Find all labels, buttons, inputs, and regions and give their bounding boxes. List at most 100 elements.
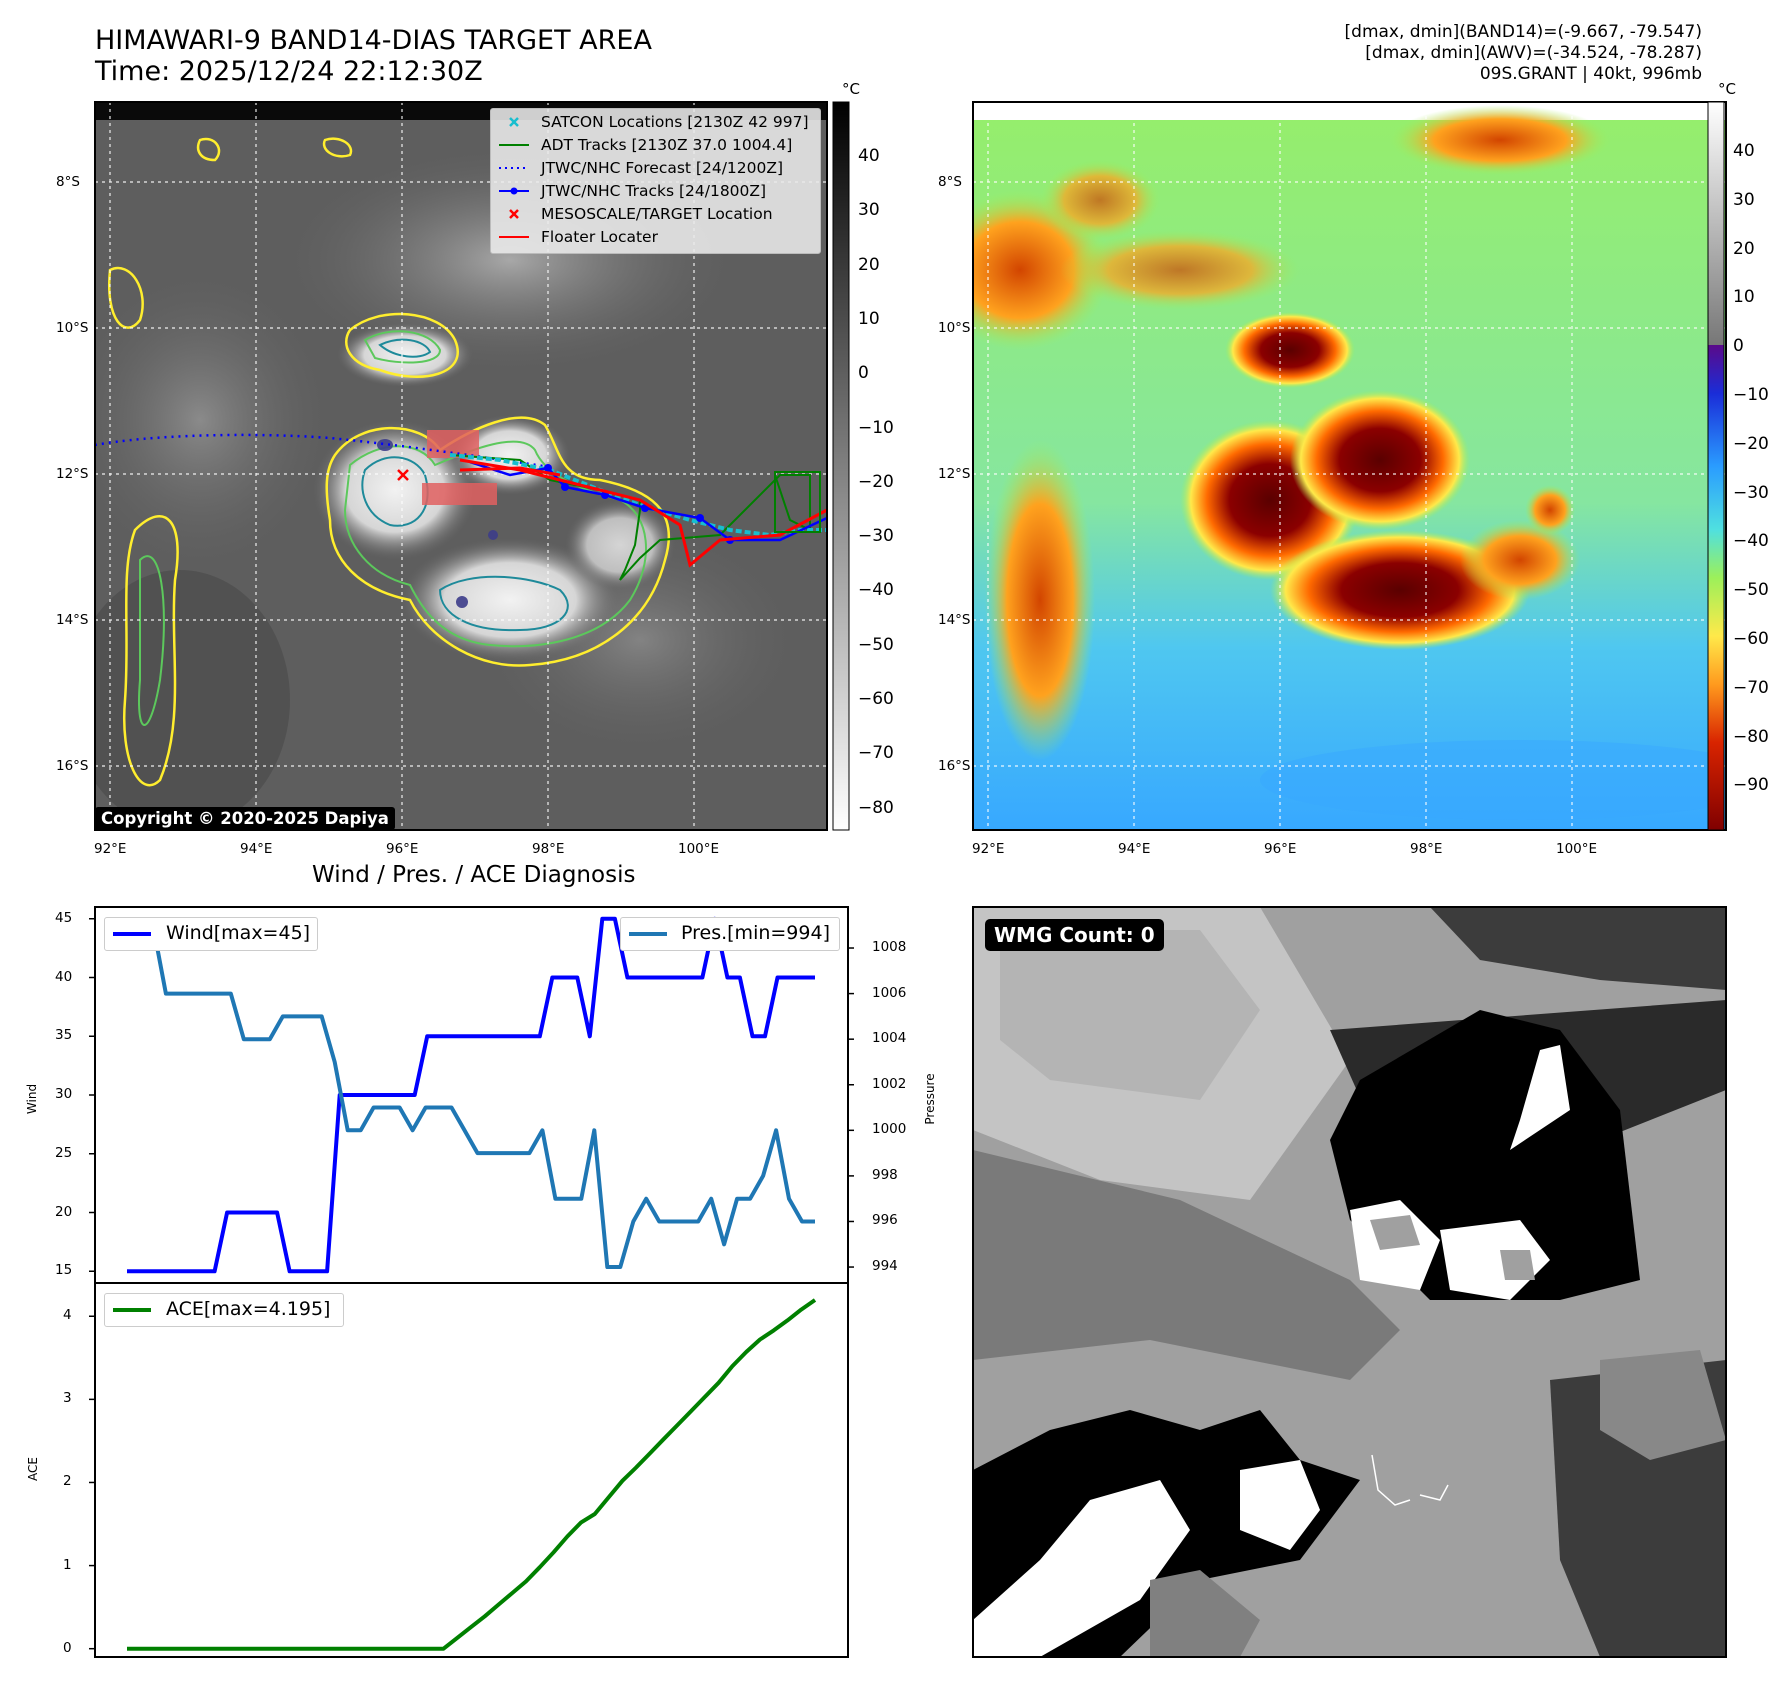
pressure-tick-label: 1006: [872, 984, 907, 1001]
wind-pres-plot-frame: [94, 906, 849, 1284]
wmg-count-label: WMG Count: 0: [985, 919, 1164, 951]
map-lat-label: 12°S: [56, 466, 89, 482]
time-label: Time: 2025/12/24 22:12:30Z: [95, 56, 483, 87]
ace-series-line: [127, 1298, 817, 1651]
colorbar-right-tick: −10: [1733, 385, 1769, 405]
map-lon-label: 92°E: [972, 841, 1005, 857]
pressure-tick-label: 1002: [872, 1075, 907, 1092]
wind-axis-label: Wind: [25, 1083, 39, 1115]
ace-legend-label: ACE[max=4.195]: [166, 1298, 331, 1320]
wind-legend: Wind[max=45]: [104, 917, 318, 951]
wind-legend-label: Wind[max=45]: [166, 922, 311, 944]
colorbar-right-tick: 40: [1733, 141, 1755, 161]
colorbar-left-tick: −70: [858, 743, 894, 764]
mesoscale-marker: [397, 469, 409, 481]
map-lon-label: 94°E: [240, 841, 273, 857]
pressure-series-line: [127, 923, 815, 1269]
awv-color-map: [973, 102, 1726, 830]
pressure-legend-label: Pres.[min=994]: [681, 922, 830, 944]
pressure-legend: Pres.[min=994]: [620, 917, 840, 951]
colorbar-right-tick: −30: [1733, 482, 1769, 503]
colorbar-right-tick: 10: [1733, 287, 1755, 308]
floater-track-line: [459, 458, 827, 568]
colorbar-left-tick: 40: [858, 146, 880, 166]
map-legend: SATCON Locations [2130Z 42 997] ADT Trac…: [490, 108, 821, 254]
pressure-tick-label: 1000: [872, 1121, 907, 1138]
map-lon-label: 92°E: [94, 841, 127, 857]
colorbar-right-lower: [1708, 345, 1724, 830]
colorbar-right-unit: °C: [1718, 80, 1736, 98]
pressure-axis-label: Pressure: [923, 1073, 937, 1125]
ace-tick-label: 1: [63, 1556, 72, 1573]
colorbar-left-tick: −40: [858, 580, 894, 601]
colorbar-left-tick: 0: [858, 363, 869, 384]
map-lat-label: 10°S: [938, 320, 971, 336]
ace-tick-label: 2: [63, 1473, 72, 1490]
ace-tick-label: 3: [63, 1390, 72, 1407]
map-lon-label: 100°E: [678, 841, 720, 857]
map-lon-label: 98°E: [1410, 841, 1443, 857]
map-lat-label: 12°S: [938, 466, 971, 482]
ace-plot-frame: [94, 1282, 849, 1658]
map-lat-label: 14°S: [938, 612, 971, 628]
colorbar-left-tick: −50: [858, 634, 894, 655]
colorbar-right-tick: −80: [1733, 726, 1769, 747]
colorbar-left-tick: −30: [858, 526, 894, 547]
colorbar-left-tick: 30: [858, 200, 880, 221]
map-lon-label: 100°E: [1556, 841, 1598, 857]
colorbar-right-tick: −90: [1733, 775, 1769, 796]
wind-tick-label: 35: [55, 1027, 73, 1044]
colorbar-right-tick: 0: [1733, 336, 1744, 357]
pressure-tick-label: 996: [872, 1212, 898, 1229]
colorbar-right-tick: 30: [1733, 189, 1755, 210]
map-lon-label: 98°E: [532, 841, 565, 857]
map-lat-label: 14°S: [56, 612, 89, 628]
pressure-tick-label: 1004: [872, 1030, 907, 1047]
colorbar-right-tick: −20: [1733, 433, 1769, 454]
colorbar-left-tick: 20: [858, 254, 880, 275]
colorbar-right-tick: −60: [1733, 629, 1769, 649]
map-lat-label: 10°S: [56, 320, 89, 336]
pressure-tick-label: 994: [872, 1258, 898, 1275]
wind-tick-label: 30: [55, 1086, 73, 1102]
map-lon-label: 94°E: [1118, 841, 1151, 857]
colorbar-right-tick: −40: [1733, 531, 1769, 552]
copyright-label: Copyright © 2020-2025 Dapiya: [95, 807, 395, 830]
colorbar-left: [832, 101, 850, 831]
ace-legend: ACE[max=4.195]: [104, 1293, 344, 1327]
diagnosis-title: Wind / Pres. / ACE Diagnosis: [312, 862, 636, 888]
colorbar-right-tick: −70: [1733, 677, 1769, 698]
wind-tick-label: 40: [55, 968, 73, 985]
colorbar-left-unit: °C: [842, 80, 860, 98]
wmg-map: [973, 907, 1726, 1657]
wind-tick-label: 45: [55, 909, 73, 926]
map-lat-label: 16°S: [938, 758, 971, 774]
wind-pres-plot: [89, 916, 854, 1274]
colorbar-left-tick: 10: [858, 308, 880, 329]
ace-axis-label: ACE: [26, 1457, 40, 1481]
storm-info: 09S.GRANT | 40kt, 996mb: [1479, 64, 1702, 84]
colorbar-right-tick: 20: [1733, 238, 1755, 259]
pressure-tick-label: 998: [872, 1166, 898, 1183]
wind-series-line: [127, 916, 815, 1274]
band14-range: [dmax, dmin](BAND14)=(-9.667, -79.547): [1344, 22, 1702, 42]
ace-tick-label: 4: [63, 1307, 72, 1324]
ace-tick-label: 0: [63, 1639, 72, 1656]
colorbar-right-tick: −50: [1733, 580, 1769, 601]
colorbar-left-tick: −80: [858, 797, 894, 818]
map-lat-label: 8°S: [938, 174, 962, 190]
colorbar-right-upper: [1708, 102, 1724, 345]
page-title: HIMAWARI-9 BAND14-DIAS TARGET AREA: [95, 25, 652, 56]
wind-tick-label: 20: [55, 1203, 73, 1220]
map-lon-label: 96°E: [1264, 841, 1297, 857]
stats-info: [dmax, dmin](BAND14)=(-9.667, -79.547) […: [1345, 22, 1702, 85]
colorbar-left-tick: −20: [858, 471, 894, 492]
map-lat-label: 16°S: [56, 758, 89, 774]
colorbar-left-tick: −10: [858, 417, 894, 438]
wind-tick-label: 25: [55, 1144, 73, 1161]
ace-plot: [89, 1298, 817, 1651]
map-lon-label: 96°E: [386, 841, 419, 857]
colorbar-left-tick: −60: [858, 689, 894, 709]
pressure-tick-label: 1008: [872, 939, 907, 956]
